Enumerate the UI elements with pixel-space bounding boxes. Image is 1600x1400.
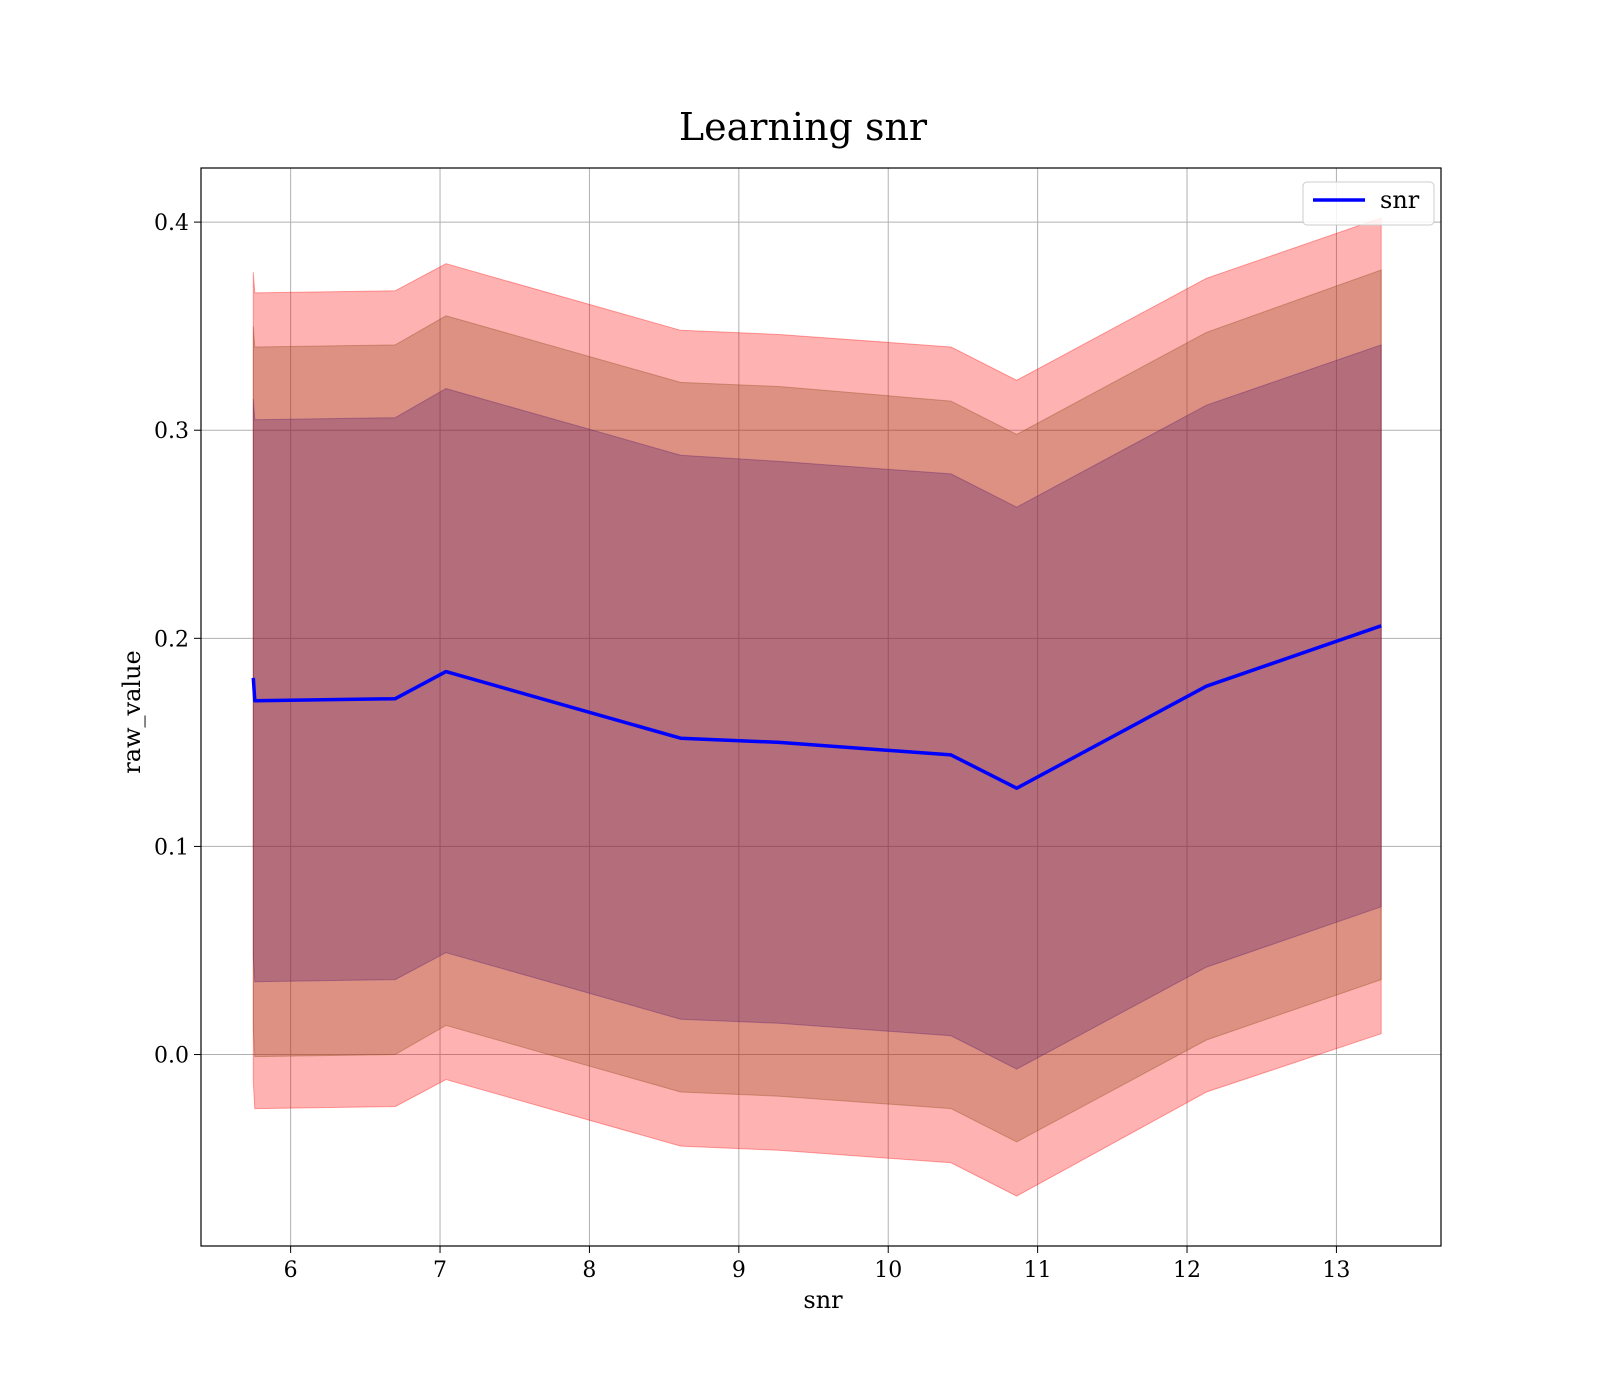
plot-frame xyxy=(200,167,1442,1247)
confidence-band-2 xyxy=(252,269,1382,1143)
x-tick-label: 9 xyxy=(732,1258,746,1283)
series-line-snr xyxy=(251,624,1382,790)
x-tick-label: 7 xyxy=(433,1258,447,1283)
confidence-band-3 xyxy=(252,344,1382,1070)
x-tick-label: 13 xyxy=(1322,1258,1350,1283)
y-axis-label: raw_value xyxy=(118,650,146,774)
chart-title: Learning snr xyxy=(679,105,928,149)
x-tick-label: 6 xyxy=(284,1258,298,1283)
y-tick-label: 0.4 xyxy=(154,211,189,236)
x-axis-ticks: 6 7 8 9 10 11 12 13 xyxy=(284,1246,1350,1283)
confidence-band-1 xyxy=(252,217,1382,1197)
y-tick-label: 0.2 xyxy=(154,627,189,652)
y-tick-label: 0.1 xyxy=(154,835,189,860)
y-axis-ticks: 0.0 0.1 0.2 0.3 0.4 xyxy=(154,211,201,1069)
grid xyxy=(201,168,1441,1246)
series-lines xyxy=(251,624,1382,790)
x-tick-label: 11 xyxy=(1024,1258,1052,1283)
confidence-bands xyxy=(252,217,1382,1197)
x-tick-label: 12 xyxy=(1173,1258,1201,1283)
y-tick-label: 0.3 xyxy=(154,419,189,444)
x-axis-label: snr xyxy=(803,1286,843,1314)
plot-area xyxy=(200,167,1442,1247)
x-tick-label: 8 xyxy=(582,1258,596,1283)
y-tick-label: 0.0 xyxy=(154,1044,189,1069)
legend: snr xyxy=(1302,181,1435,226)
x-tick-label: 10 xyxy=(874,1258,902,1283)
legend-label-snr: snr xyxy=(1380,186,1420,214)
legend-box xyxy=(1302,181,1435,226)
